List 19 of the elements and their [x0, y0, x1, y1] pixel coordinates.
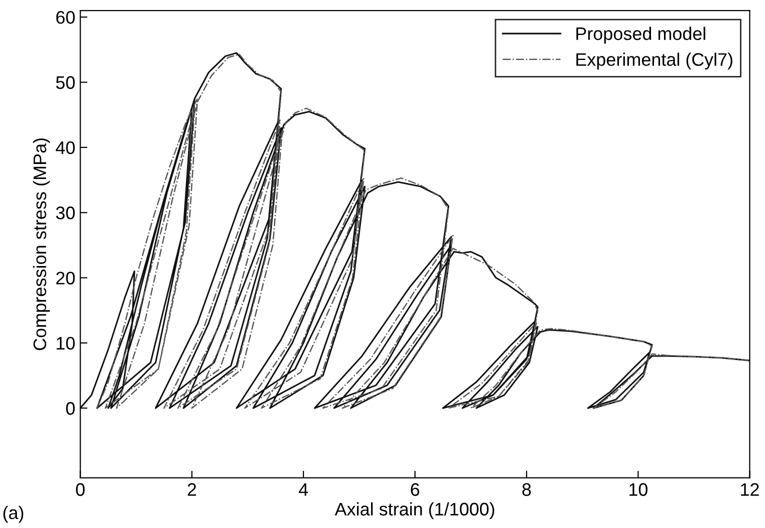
legend-label: Experimental (Cyl7) — [576, 52, 732, 70]
y-tick-label: 50 — [56, 76, 75, 89]
x-tick-label: 10 — [629, 483, 648, 496]
text: (a) — [3, 506, 24, 523]
x-tick-label: 4 — [298, 483, 308, 496]
y-tick-label: 20 — [56, 272, 75, 284]
x-tick-label: 8 — [522, 483, 531, 496]
y-tick-label: 0 — [66, 402, 75, 415]
legend-label: Proposed model — [576, 26, 706, 44]
x-tick-label: 0 — [76, 483, 85, 496]
x-axis-title: Axial strain (1/1000) — [334, 502, 494, 520]
y-axis-title: Compression stress (MPa) — [32, 138, 50, 350]
x-tick-label: 2 — [188, 483, 196, 496]
x-tick-label: 12 — [741, 483, 759, 496]
y-tick-label: 60 — [56, 11, 75, 24]
y-tick-label: 10 — [56, 336, 75, 350]
y-tick-label: 30 — [56, 206, 75, 220]
x-tick-label: 6 — [410, 483, 420, 496]
y-tick-label: 40 — [56, 141, 75, 154]
